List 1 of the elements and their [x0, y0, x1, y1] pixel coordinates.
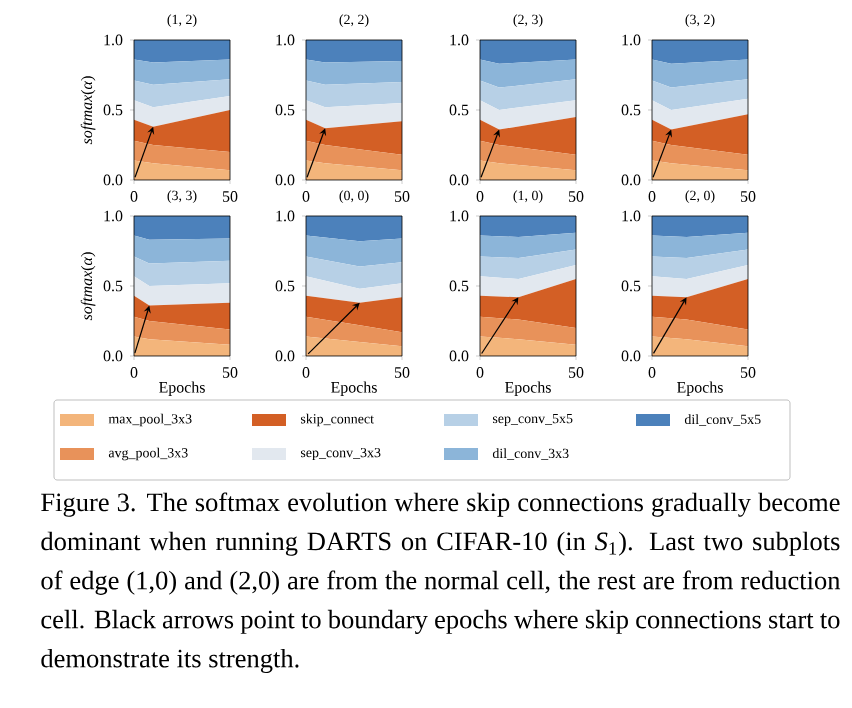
caption: Figure 3. The softmax evolution where skip connections gradually become dominant when running DARTS on CIFAR-10 (in S$_{1}$). Last two subplots of edge (1,0) and (2,0) are from the normal cell, the rest are from reduction cell. Black arrows point to boundary epochs where skip connections start to demonstrate its strength.: [41, 492, 841, 673]
